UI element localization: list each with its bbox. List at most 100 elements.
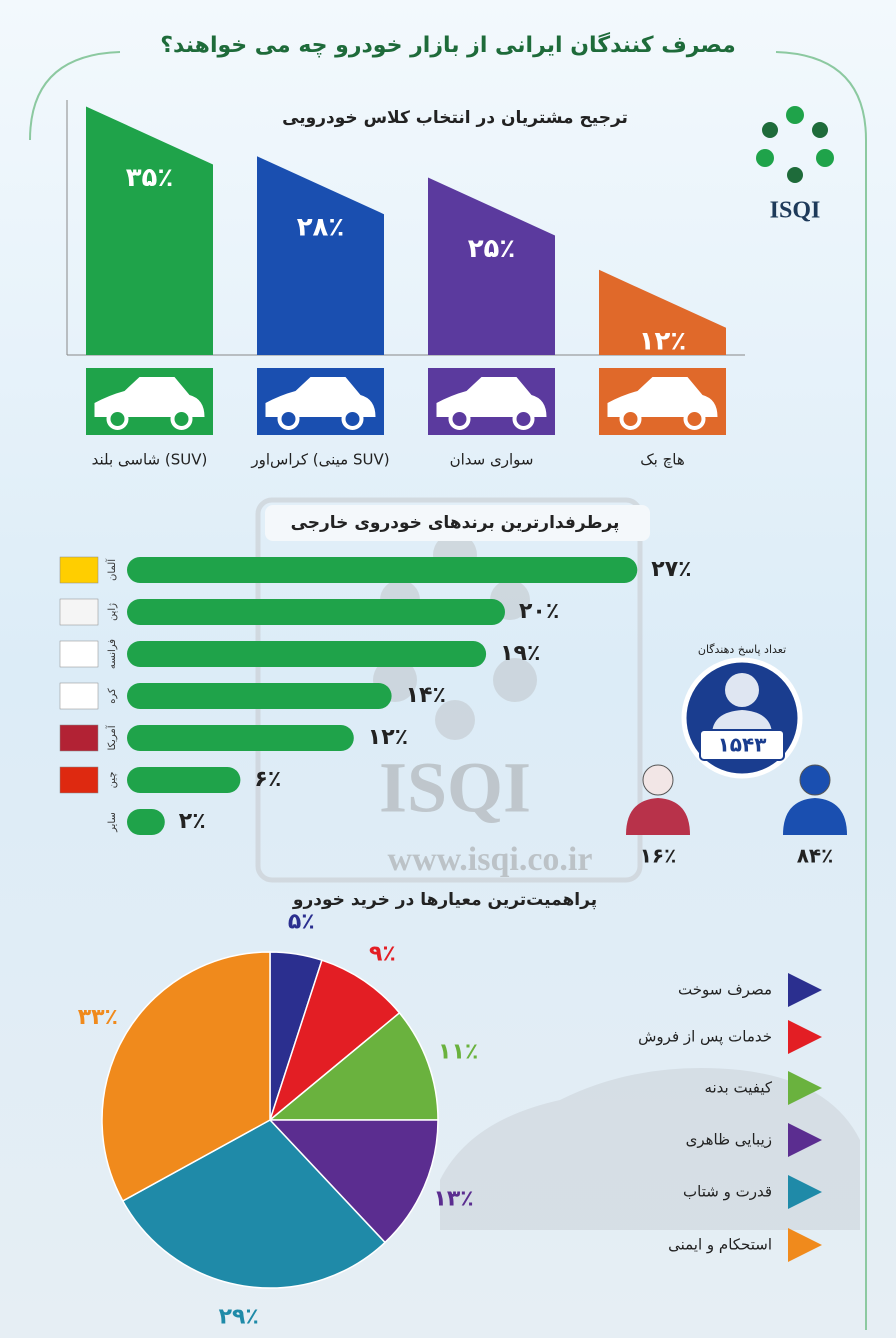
- flag: [59, 724, 99, 752]
- legend-marker: [788, 1020, 822, 1054]
- category-label: آلمان: [105, 558, 118, 581]
- chart-title: ترجیح مشتریان در انتخاب کلاس خودرویی: [282, 108, 628, 128]
- bar: [86, 106, 213, 355]
- pie-slice: [268, 959, 401, 1123]
- category-label: سایر: [107, 812, 118, 833]
- flag: [59, 556, 99, 584]
- pie-slice: [268, 1119, 439, 1244]
- chart-title: پراهمیت‌ترین معیارها در خرید خودرو: [292, 890, 597, 910]
- legend-marker: [788, 1175, 822, 1209]
- value-label: ۲۵٪: [468, 234, 516, 264]
- logo-text: ISQI: [770, 198, 821, 224]
- value-label: ۸۴٪: [797, 844, 834, 868]
- category-label: هاچ بک: [640, 451, 685, 470]
- value-label: ۳۳٪: [78, 1005, 118, 1030]
- car-wheel: [106, 408, 129, 430]
- flag: [59, 640, 99, 668]
- bar: [599, 269, 726, 355]
- legend-label: زیبایی ظاهری: [686, 1131, 772, 1149]
- legend-label: مصرف سوخت: [678, 981, 772, 999]
- car-icon: [265, 377, 376, 430]
- category-label: چین: [107, 772, 118, 789]
- person-icon: [626, 764, 690, 835]
- bar: [127, 767, 241, 793]
- category-label: ژاپن: [107, 603, 118, 621]
- car-wheel: [619, 408, 642, 430]
- category-label: سواری سدان: [450, 451, 534, 469]
- category-label: کره: [107, 688, 118, 704]
- legend-marker: [788, 1071, 822, 1105]
- car-icon: [607, 377, 718, 430]
- category-label: آمریکا: [105, 724, 118, 750]
- legend-label: قدرت و شتاب: [683, 1183, 772, 1201]
- pie-slice: [121, 1119, 387, 1289]
- watermark-url: www.isqi.co.ir: [388, 841, 593, 878]
- value-label: ۱۴٪: [406, 683, 446, 708]
- total-box: [699, 729, 785, 761]
- value-label: ۳۵٪: [126, 163, 174, 193]
- legend-marker: [788, 973, 822, 1007]
- car-wheel: [448, 408, 471, 430]
- bar: [127, 641, 487, 667]
- car-body: [607, 377, 718, 417]
- car-body: [436, 377, 547, 417]
- car-wheel: [341, 408, 364, 430]
- background-car: [440, 1068, 860, 1230]
- value-label: ۱۲٪: [368, 725, 408, 750]
- value-label: ۲۰٪: [519, 599, 559, 624]
- value-label: ۹٪: [369, 942, 396, 967]
- person-head: [799, 764, 831, 796]
- person-icon: [783, 764, 847, 835]
- value-label: ۱۱٪: [438, 1039, 478, 1064]
- category-label: فرانسه: [107, 639, 118, 669]
- legend-label: استحکام و ایمنی: [668, 1236, 772, 1254]
- value-label: ۵٪: [288, 909, 315, 934]
- car-icon: [436, 377, 547, 430]
- value-label: ۱۶٪: [640, 844, 677, 868]
- bar: [127, 683, 392, 709]
- value-label: ۲۷٪: [651, 557, 691, 582]
- bar: [127, 557, 638, 583]
- value-label: ۲٪: [179, 809, 206, 834]
- value-label: ۱۳٪: [433, 1186, 473, 1211]
- value-label: ۱۹٪: [500, 641, 540, 666]
- car-wheel: [512, 408, 535, 430]
- legend-marker: [788, 1228, 822, 1262]
- page-title: مصرف کنندگان ایرانی از بازار خودرو چه می…: [160, 31, 736, 58]
- flag: [59, 682, 99, 710]
- legend-marker: [788, 1123, 822, 1157]
- pie-slice: [267, 1011, 439, 1121]
- value-label: ۲۸٪: [297, 213, 345, 243]
- person-body: [783, 798, 847, 835]
- value-label: ۲۹٪: [219, 1305, 259, 1330]
- person-head: [642, 764, 674, 796]
- person-body: [626, 798, 690, 835]
- car-body: [94, 377, 205, 417]
- logo-icon: [756, 106, 834, 183]
- car-body: [265, 377, 376, 417]
- bar: [257, 156, 384, 355]
- bar: [127, 599, 505, 625]
- watermark-logo: ISQI: [379, 748, 531, 828]
- car-wheel: [170, 408, 193, 430]
- car-wheel: [683, 408, 706, 430]
- bar: [127, 725, 354, 751]
- bar: [428, 177, 555, 355]
- value-label: ۱۲٪: [639, 326, 687, 356]
- pie-slice: [101, 951, 271, 1202]
- title-box: [265, 505, 650, 541]
- flag: [59, 766, 99, 794]
- car-icon: [94, 377, 205, 430]
- legend-label: خدمات پس از فروش: [638, 1028, 772, 1047]
- total-label: ۱۵۴۳: [718, 733, 767, 757]
- frame: [29, 51, 867, 1330]
- flag: [59, 598, 99, 626]
- category-label: شاسی بلند (SUV): [92, 451, 208, 469]
- chart-title: تعداد پاسخ دهندگان: [698, 643, 786, 656]
- person-body: [712, 710, 772, 735]
- category-label: کراس‌اور (مینی SUV): [250, 451, 389, 469]
- car-wheel: [277, 408, 300, 430]
- bar: [127, 809, 165, 835]
